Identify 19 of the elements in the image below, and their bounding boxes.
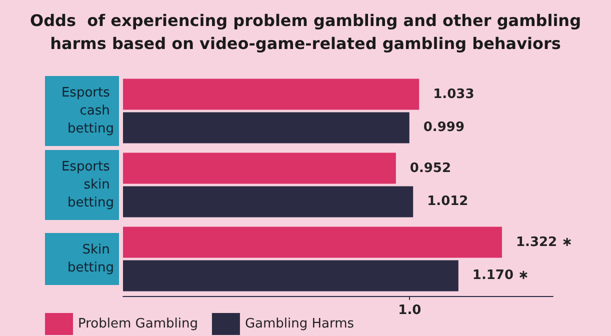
bar — [123, 186, 414, 218]
bar — [123, 112, 410, 144]
data-label: 0.952 — [410, 160, 452, 176]
bar — [123, 152, 396, 184]
bar — [123, 226, 502, 258]
chart-title: Odds of experiencing problem gambling and other gambling harms based on video-game-related gambling behaviors — [30, 11, 582, 53]
y-tick-label: Esports cash betting — [61, 86, 114, 136]
data-label: 1.033 — [433, 86, 474, 102]
y-tick-label: Skin betting — [67, 242, 114, 276]
x-tick-label: 1.0 — [398, 303, 422, 318]
data-label: 1.322 ∗ — [516, 234, 573, 250]
legend-label: Gambling Harms — [244, 316, 354, 332]
bar — [123, 78, 420, 110]
data-label: 0.999 — [423, 120, 465, 136]
y-tick-label: Esports skin betting — [61, 160, 114, 210]
data-label: 1.012 — [427, 194, 468, 210]
data-label: 1.170 ∗ — [472, 268, 529, 284]
bar — [123, 260, 458, 292]
legend-label: Problem Gambling — [78, 316, 198, 332]
